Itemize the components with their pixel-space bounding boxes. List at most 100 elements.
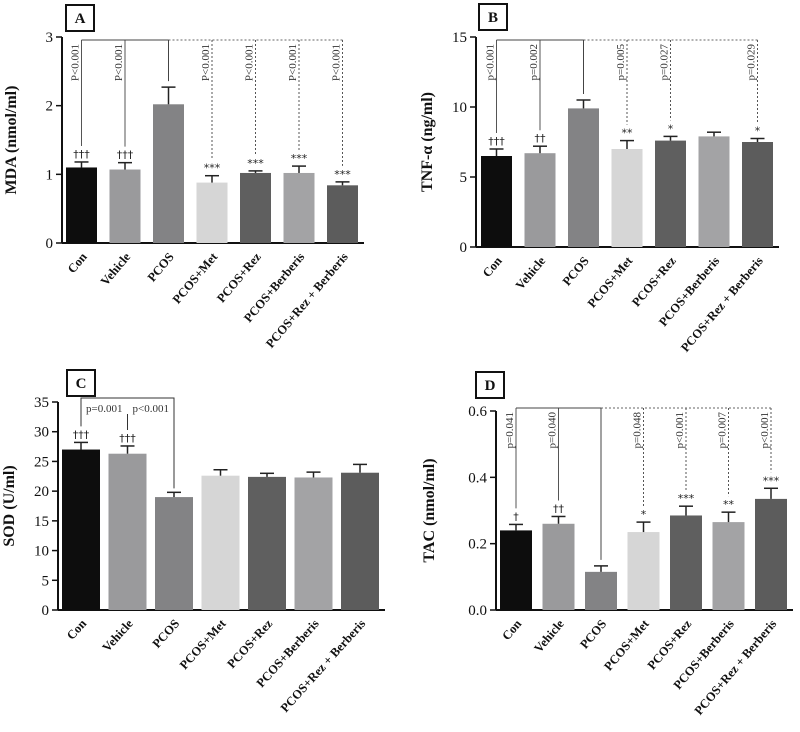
significance-marker: ††† [117,149,134,162]
p-value-label: p<0.001 [485,44,497,80]
y-tick-label: 0 [46,236,54,252]
panel-letter-box [65,4,95,32]
panel-letter: B [488,10,498,26]
significance-marker: *** [678,492,695,505]
p-value-label: P<0.001 [287,44,299,81]
bar-pcos-rez-berberis [742,142,773,247]
bar-pcos [155,497,193,610]
panel-letter: D [485,378,496,394]
x-category-label: Vehicle [100,616,136,654]
p-value-label: p=0.040 [547,412,559,449]
y-tick-label: 0.6 [468,404,487,420]
panel-c-sod-chart: C 0 5 10 15 20 25 30 35 SOD (U/ml) ††† Con ††† Vehicl… [0,366,400,732]
panel-a-mda-chart: A 0 1 2 3 MDA (nmol/ml) ††† Con ††† Vehicle PCOS **… [0,0,400,360]
bar-pcos-rez-berberis [327,185,358,243]
bar-vehicle [108,453,147,610]
x-category-label: PCOS+Rez [224,616,275,671]
bar-pcos [568,108,599,248]
significance-marker: *** [334,168,351,181]
y-tick-label: 3 [46,30,54,46]
significance-marker: *** [247,157,264,170]
x-category-label: PCOS+Met [601,616,652,673]
y-axis-label: MDA (nmol/ml) [3,86,20,195]
significance-marker: ††† [73,428,90,441]
significance-marker: *** [291,152,308,165]
p-value-label: p=0.005 [615,44,627,81]
y-tick-label: 5 [42,573,50,589]
significance-marker: * [668,122,674,135]
significance-marker: ** [723,498,735,511]
y-tick-label: 10 [452,100,467,116]
bar-pcos-rez-berberis [341,472,379,610]
panel-letter: C [76,376,87,392]
significance-marker: †† [553,502,565,515]
y-tick-label: 0 [460,240,468,256]
bar-con [62,449,100,610]
tnf-chart-svg: B 0 5 10 15 TNF-α (ng/ml) ††† Con †† Vehicle PCOS *… [419,3,779,355]
x-category-label: Con [499,617,524,643]
y-tick-label: 5 [460,170,468,186]
bar-vehicle [524,153,556,247]
p-value-label: p=0.048 [632,412,644,449]
x-category-label: Vehicle [531,617,567,656]
p-value-label: p=0.007 [717,412,729,449]
y-tick-label: 0.4 [468,470,487,486]
x-category-label: PCOS [145,250,177,285]
x-category-label: PCOS+Rez + Berberis [692,617,780,718]
x-category-label: PCOS+Met [177,616,229,672]
bar-pcos-rez-berberis [755,498,787,610]
bar-pcos-berberis [712,522,745,610]
significance-marker: † [513,510,519,523]
bar-con [66,167,97,243]
tac-chart-svg: D 0.0 0.2 0.4 0.6 TAC (nmol/ml) † Con †† Vehicle P… [421,371,793,718]
x-category-label: PCOS+Rez + Berberis [678,254,766,355]
y-tick-label: 0.0 [468,603,487,619]
x-category-label: Con [65,250,90,276]
y-axis-label: TNF-α (ng/ml) [419,92,436,192]
p-value-label: p<0.001 [133,403,169,415]
bar-pcos-berberis [698,136,730,247]
p-value-label: p<0.001 [759,412,771,448]
significance-marker: * [641,508,647,521]
p-value-label: p=0.002 [528,44,540,80]
y-tick-label: 1 [46,167,54,183]
y-tick-label: 10 [34,544,49,560]
p-value-label: P<0.001 [70,44,82,81]
panel-d-tac-chart: D 0.0 0.2 0.4 0.6 TAC (nmol/ml) † Con †† Vehicle P… [400,366,800,732]
bar-pcos-rez [240,172,271,243]
y-tick-label: 25 [34,454,49,470]
comparison-bracket [80,397,175,489]
panel-letter-box [478,3,508,31]
y-tick-label: 15 [34,514,49,530]
p-value-label: P<0.001 [200,44,212,81]
p-value-label: p<0.001 [674,412,686,448]
bar-pcos-met [196,182,228,243]
bar-vehicle [542,523,575,610]
p-value-label: P<0.001 [244,44,256,81]
y-tick-label: 20 [34,484,49,500]
x-category-label: PCOS+Met [170,249,221,306]
bar-con [481,156,512,247]
significance-marker: *** [763,474,780,487]
significance-marker: ** [622,127,634,140]
p-value-label: p=0.027 [659,44,671,81]
x-category-label: PCOS+Rez + Berberis [278,617,369,715]
bar-pcos [153,104,184,243]
p-value-label: p=0.041 [504,412,516,448]
x-category-label: Vehicle [98,250,134,289]
x-category-label: PCOS [150,617,183,651]
x-category-label: PCOS [560,254,592,289]
significance-marker: ††† [488,135,505,148]
panel-letter-box [66,369,96,397]
bar-pcos-berberis [283,172,315,243]
mda-chart-svg: A 0 1 2 3 MDA (nmol/ml) ††† Con ††† Vehicle PCOS **… [3,4,364,351]
significance-marker: †† [535,132,547,145]
bar-pcos-met [201,475,240,610]
y-tick-label: 15 [452,30,467,46]
p-value-label: P<0.001 [331,44,343,81]
significance-marker: ††† [119,432,136,445]
y-axis-label: TAC (nmol/ml) [421,458,438,562]
bar-pcos-berberis [294,477,333,610]
significance-marker: ††† [73,148,90,161]
x-category-label: Con [480,254,505,280]
